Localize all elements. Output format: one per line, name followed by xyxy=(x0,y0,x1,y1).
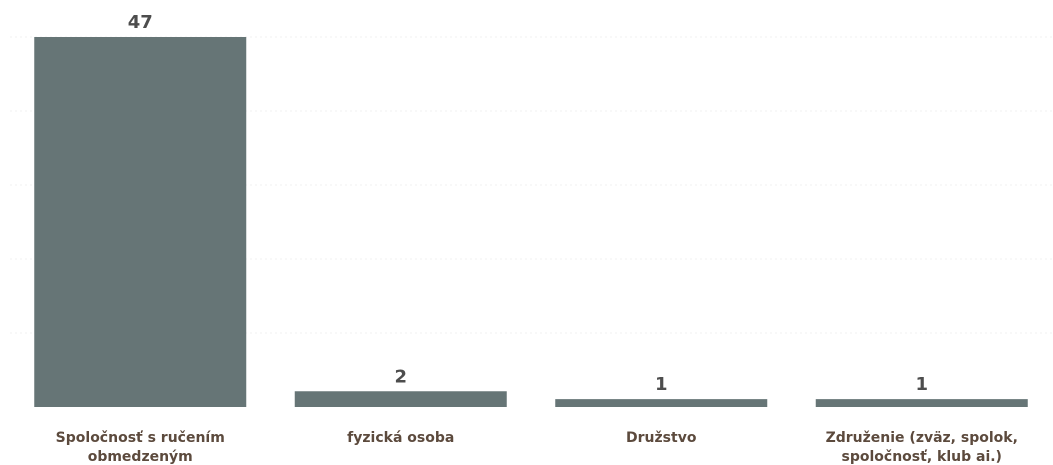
category-labels: Spoločnosť s ručením obmedzeným fyzická os… xyxy=(56,430,1018,465)
value-label-3: 1 xyxy=(655,374,668,395)
bars xyxy=(34,37,1028,407)
value-labels: 47 2 1 1 xyxy=(128,12,928,395)
value-label-2: 2 xyxy=(394,366,407,387)
category-label-line: Družstvo xyxy=(626,430,697,446)
value-label-1: 47 xyxy=(128,12,153,33)
category-label-2: fyzická osoba xyxy=(347,430,454,446)
bar-3 xyxy=(555,399,768,407)
category-label-3: Družstvo xyxy=(626,430,697,446)
bar-4 xyxy=(815,399,1028,407)
category-label-line: fyzická osoba xyxy=(347,430,454,446)
category-label-1: Spoločnosť s ručením obmedzeným xyxy=(56,430,225,465)
bar-1 xyxy=(34,37,247,407)
category-label-4: Združenie (zväz, spolok, spoločnosť, klub… xyxy=(826,430,1018,465)
category-label-line: spoločnosť, klub ai.) xyxy=(842,449,1002,465)
category-label-line: Združenie (zväz, spolok, xyxy=(826,430,1018,446)
value-label-4: 1 xyxy=(915,374,928,395)
bar-2 xyxy=(294,391,507,407)
category-label-line: obmedzeným xyxy=(88,449,193,465)
grid-lines xyxy=(10,36,1052,334)
category-label-line: Spoločnosť s ručením xyxy=(56,430,225,446)
